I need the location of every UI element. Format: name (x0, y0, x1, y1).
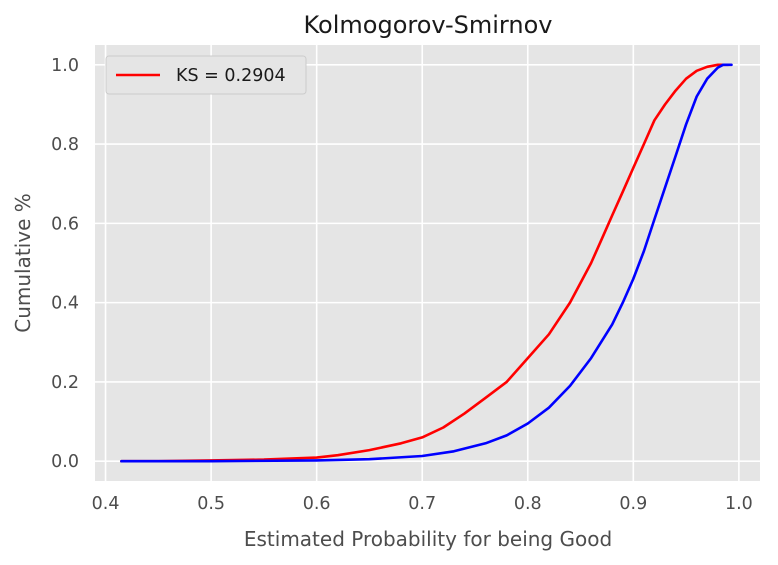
series-lines (120, 63, 733, 463)
y-tick-labels: 0.0 0.2 0.4 0.6 0.8 1.0 (51, 56, 79, 472)
y-tick-label: 1.0 (51, 56, 79, 76)
x-axis-label: Estimated Probability for being Good (244, 527, 612, 551)
x-tick-labels: 0.4 0.5 0.6 0.7 0.8 0.9 1.0 (92, 494, 753, 514)
y-tick-label: 0.8 (51, 135, 79, 155)
x-tick-label: 0.5 (197, 494, 225, 514)
chart-title: Kolmogorov-Smirnov (304, 11, 553, 39)
x-tick-label: 0.8 (514, 494, 542, 514)
red-series-line (120, 63, 730, 463)
x-tick-label: 0.6 (303, 494, 331, 514)
x-tick-label: 1.0 (725, 494, 753, 514)
y-tick-label: 0.0 (51, 452, 79, 472)
blue-series-line (120, 63, 733, 463)
x-tick-label: 0.9 (619, 494, 647, 514)
x-tick-label: 0.4 (92, 494, 120, 514)
legend-label: KS = 0.2904 (176, 66, 286, 86)
legend-box (105, 55, 307, 95)
y-tick-label: 0.4 (51, 294, 79, 314)
legend: KS = 0.2904 (105, 55, 307, 95)
y-axis-label: Cumulative % (11, 193, 35, 333)
x-tick-label: 0.7 (408, 494, 436, 514)
y-tick-label: 0.6 (51, 214, 79, 234)
plot-area (95, 45, 760, 481)
y-tick-label: 0.2 (51, 373, 79, 393)
